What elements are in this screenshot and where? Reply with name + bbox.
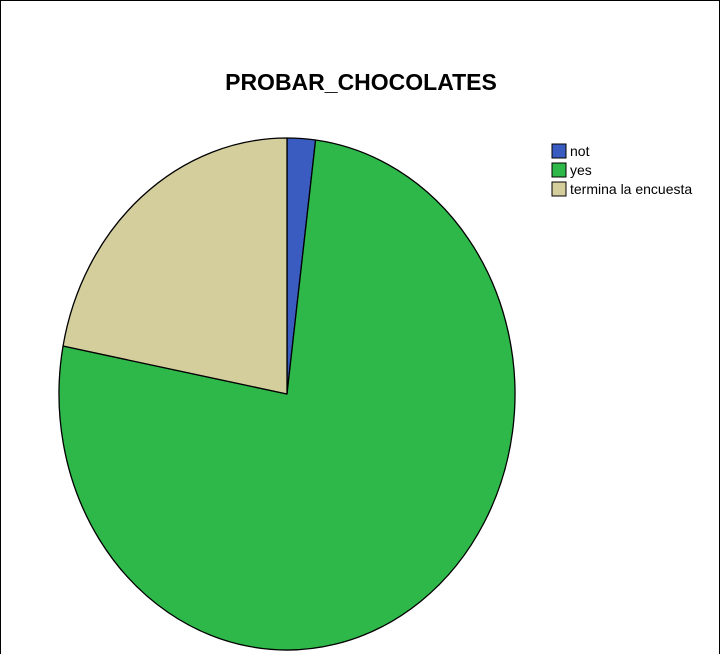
legend-swatch-not xyxy=(551,143,567,159)
legend-label-yes: yes xyxy=(570,162,592,178)
legend-swatch-termina-la-encuesta xyxy=(551,181,567,197)
pie-slices xyxy=(58,137,516,651)
chart-title: PROBAR_CHOCOLATES xyxy=(225,69,497,95)
legend-label-termina-la-encuesta: termina la encuesta xyxy=(570,181,692,197)
legend-swatch-yes xyxy=(551,162,567,178)
legend: not yes termina la encuesta xyxy=(551,143,692,197)
pie-slice-yes xyxy=(58,139,516,651)
legend-label-not: not xyxy=(570,143,590,159)
pie-slice-termina-la-encuesta xyxy=(62,137,288,395)
